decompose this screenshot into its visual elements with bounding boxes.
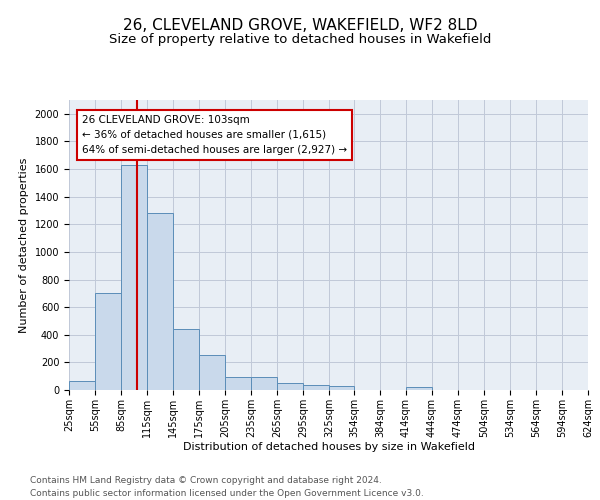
Text: Size of property relative to detached houses in Wakefield: Size of property relative to detached ho… xyxy=(109,32,491,46)
Bar xyxy=(277,383,303,390)
Bar xyxy=(225,377,251,390)
Text: Contains HM Land Registry data © Crown copyright and database right 2024.
Contai: Contains HM Land Registry data © Crown c… xyxy=(30,476,424,498)
Bar xyxy=(95,294,121,390)
Text: Distribution of detached houses by size in Wakefield: Distribution of detached houses by size … xyxy=(183,442,475,452)
Bar xyxy=(303,385,329,390)
Bar xyxy=(406,387,432,390)
Bar xyxy=(251,377,277,390)
Bar xyxy=(121,165,147,390)
Text: 26, CLEVELAND GROVE, WAKEFIELD, WF2 8LD: 26, CLEVELAND GROVE, WAKEFIELD, WF2 8LD xyxy=(123,18,477,32)
Bar xyxy=(173,329,199,390)
Text: 26 CLEVELAND GROVE: 103sqm
← 36% of detached houses are smaller (1,615)
64% of s: 26 CLEVELAND GROVE: 103sqm ← 36% of deta… xyxy=(82,115,347,155)
Y-axis label: Number of detached properties: Number of detached properties xyxy=(19,158,29,332)
Bar xyxy=(69,380,95,390)
Bar xyxy=(329,386,354,390)
Bar xyxy=(147,213,173,390)
Bar xyxy=(199,356,225,390)
